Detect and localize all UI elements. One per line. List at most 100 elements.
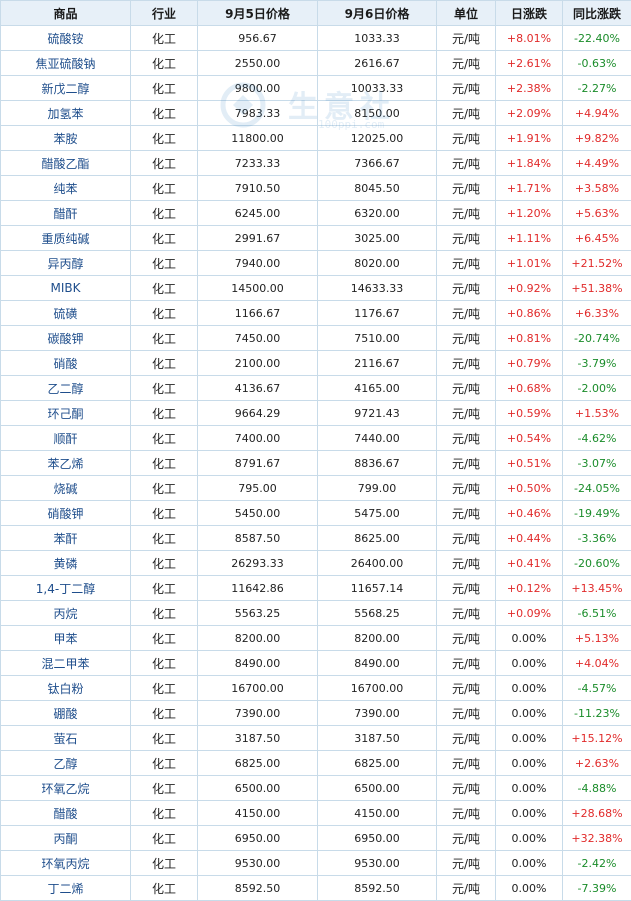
industry-cell: 化工: [131, 276, 198, 301]
commodity-name[interactable]: 苯乙烯: [1, 451, 131, 476]
commodity-name[interactable]: 新戊二醇: [1, 76, 131, 101]
commodity-name[interactable]: 焦亚硫酸钠: [1, 51, 131, 76]
price-sep6-cell: 5568.25: [318, 601, 437, 626]
unit-cell: 元/吨: [437, 576, 496, 601]
commodity-name[interactable]: 环己酮: [1, 401, 131, 426]
industry-cell: 化工: [131, 651, 198, 676]
commodity-name[interactable]: 丙酮: [1, 826, 131, 851]
commodity-name[interactable]: 乙二醇: [1, 376, 131, 401]
header-price-sep5: 9月5日价格: [198, 1, 318, 26]
commodity-name[interactable]: 硼酸: [1, 701, 131, 726]
yoy-change-cell: -3.07%: [563, 451, 631, 476]
price-sep5-cell: 1166.67: [198, 301, 318, 326]
yoy-change-cell: -20.60%: [563, 551, 631, 576]
price-sep5-cell: 6950.00: [198, 826, 318, 851]
price-sep5-cell: 7940.00: [198, 251, 318, 276]
yoy-change-cell: +4.94%: [563, 101, 631, 126]
commodity-name[interactable]: 重质纯碱: [1, 226, 131, 251]
unit-cell: 元/吨: [437, 276, 496, 301]
price-sep5-cell: 11642.86: [198, 576, 318, 601]
price-sep6-cell: 6500.00: [318, 776, 437, 801]
daily-change-cell: +0.59%: [496, 401, 563, 426]
industry-cell: 化工: [131, 501, 198, 526]
price-sep5-cell: 2100.00: [198, 351, 318, 376]
industry-cell: 化工: [131, 326, 198, 351]
unit-cell: 元/吨: [437, 551, 496, 576]
unit-cell: 元/吨: [437, 251, 496, 276]
unit-cell: 元/吨: [437, 651, 496, 676]
unit-cell: 元/吨: [437, 201, 496, 226]
commodity-name[interactable]: 钛白粉: [1, 676, 131, 701]
commodity-name[interactable]: 环氧丙烷: [1, 851, 131, 876]
unit-cell: 元/吨: [437, 401, 496, 426]
daily-change-cell: +0.51%: [496, 451, 563, 476]
daily-change-cell: 0.00%: [496, 776, 563, 801]
commodity-name[interactable]: 烧碱: [1, 476, 131, 501]
commodity-name[interactable]: 1,4-丁二醇: [1, 576, 131, 601]
commodity-name[interactable]: 加氢苯: [1, 101, 131, 126]
industry-cell: 化工: [131, 601, 198, 626]
commodity-name[interactable]: 丙烷: [1, 601, 131, 626]
price-sep6-cell: 799.00: [318, 476, 437, 501]
yoy-change-cell: +15.12%: [563, 726, 631, 751]
commodity-name[interactable]: 黄磷: [1, 551, 131, 576]
price-sep5-cell: 14500.00: [198, 276, 318, 301]
commodity-name[interactable]: 萤石: [1, 726, 131, 751]
commodity-name[interactable]: 醋酸乙酯: [1, 151, 131, 176]
unit-cell: 元/吨: [437, 526, 496, 551]
yoy-change-cell: +4.04%: [563, 651, 631, 676]
price-sep6-cell: 3187.50: [318, 726, 437, 751]
industry-cell: 化工: [131, 476, 198, 501]
price-sep6-cell: 8592.50: [318, 876, 437, 901]
commodity-name[interactable]: 丁二烯: [1, 876, 131, 901]
price-sep6-cell: 5475.00: [318, 501, 437, 526]
price-sep5-cell: 11800.00: [198, 126, 318, 151]
industry-cell: 化工: [131, 26, 198, 51]
commodity-name[interactable]: 混二甲苯: [1, 651, 131, 676]
unit-cell: 元/吨: [437, 801, 496, 826]
commodity-name[interactable]: 异丙醇: [1, 251, 131, 276]
commodity-name[interactable]: 甲苯: [1, 626, 131, 651]
commodity-name[interactable]: 乙醇: [1, 751, 131, 776]
daily-change-cell: +0.81%: [496, 326, 563, 351]
commodity-name[interactable]: 醋酐: [1, 201, 131, 226]
daily-change-cell: 0.00%: [496, 651, 563, 676]
price-sep6-cell: 16700.00: [318, 676, 437, 701]
price-sep6-cell: 8045.50: [318, 176, 437, 201]
industry-cell: 化工: [131, 401, 198, 426]
price-sep5-cell: 7390.00: [198, 701, 318, 726]
industry-cell: 化工: [131, 751, 198, 776]
commodity-name[interactable]: 硝酸: [1, 351, 131, 376]
commodity-name[interactable]: 碳酸钾: [1, 326, 131, 351]
commodity-name[interactable]: 苯胺: [1, 126, 131, 151]
unit-cell: 元/吨: [437, 851, 496, 876]
price-sep6-cell: 8836.67: [318, 451, 437, 476]
commodity-name[interactable]: 硫酸铵: [1, 26, 131, 51]
commodity-name[interactable]: 硝酸钾: [1, 501, 131, 526]
price-sep5-cell: 5563.25: [198, 601, 318, 626]
commodity-name[interactable]: 硫磺: [1, 301, 131, 326]
price-sep6-cell: 7440.00: [318, 426, 437, 451]
price-sep5-cell: 26293.33: [198, 551, 318, 576]
commodity-name[interactable]: 苯酐: [1, 526, 131, 551]
commodity-name[interactable]: MIBK: [1, 276, 131, 301]
price-sep6-cell: 2616.67: [318, 51, 437, 76]
yoy-change-cell: +21.52%: [563, 251, 631, 276]
commodity-name[interactable]: 醋酸: [1, 801, 131, 826]
commodity-name[interactable]: 环氧乙烷: [1, 776, 131, 801]
unit-cell: 元/吨: [437, 26, 496, 51]
commodity-name[interactable]: 纯苯: [1, 176, 131, 201]
industry-cell: 化工: [131, 301, 198, 326]
daily-change-cell: 0.00%: [496, 876, 563, 901]
commodity-name[interactable]: 顺酐: [1, 426, 131, 451]
price-sep6-cell: 1176.67: [318, 301, 437, 326]
industry-cell: 化工: [131, 776, 198, 801]
unit-cell: 元/吨: [437, 126, 496, 151]
industry-cell: 化工: [131, 201, 198, 226]
